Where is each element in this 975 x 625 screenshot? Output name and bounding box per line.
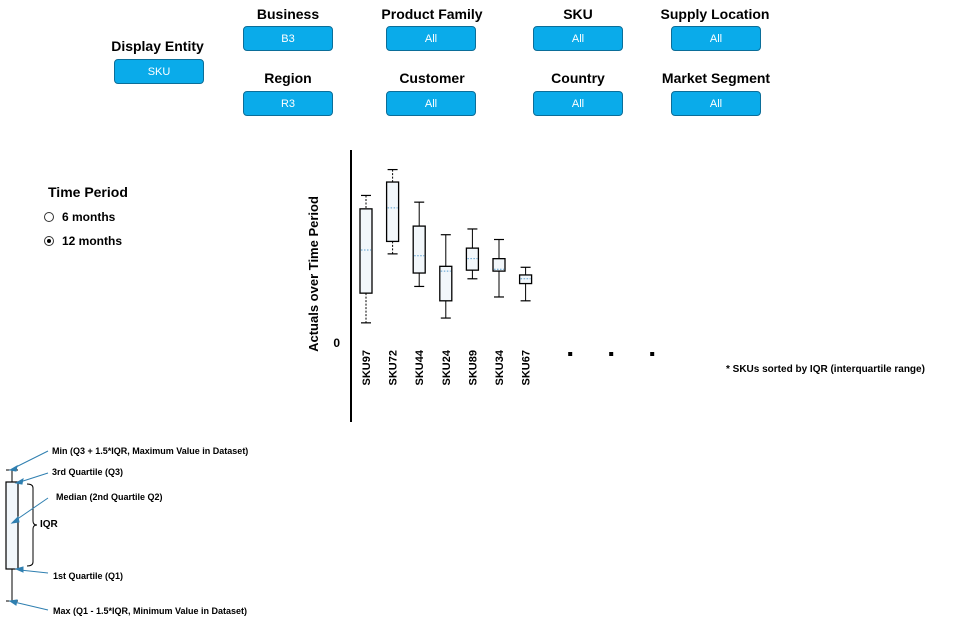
country-label: Country bbox=[551, 70, 605, 86]
box-sku34 bbox=[492, 258, 506, 272]
supply-location-button[interactable]: All bbox=[671, 26, 761, 51]
customer-button[interactable]: All bbox=[386, 91, 476, 116]
placeholder-marker bbox=[568, 352, 573, 356]
sort-note: * SKUs sorted by IQR (interquartile rang… bbox=[726, 364, 925, 375]
sku-label: SKU bbox=[563, 6, 593, 22]
x-tick-label: SKU44 bbox=[414, 349, 426, 385]
x-tick-label: SKU97 bbox=[361, 350, 373, 385]
box-sku67 bbox=[518, 274, 533, 285]
box-sku97 bbox=[359, 208, 373, 294]
region-button[interactable]: R3 bbox=[243, 91, 333, 116]
radio-6-months-circle[interactable] bbox=[44, 212, 54, 222]
display-entity-label: Display Entity bbox=[111, 38, 204, 54]
x-tick-label: SKU24 bbox=[441, 349, 453, 385]
legend-max-note: Min (Q3 + 1.5*IQR, Maximum Value in Data… bbox=[52, 446, 249, 456]
placeholder-marker bbox=[609, 352, 614, 356]
radio-12-months[interactable]: 12 months bbox=[44, 234, 122, 248]
legend-q3: 3rd Quartile (Q3) bbox=[52, 467, 124, 477]
country-button[interactable]: All bbox=[533, 91, 623, 116]
legend-diagram bbox=[5, 469, 38, 602]
legend-median: Median (2nd Quartile Q2) bbox=[56, 492, 163, 502]
market-segment-button[interactable]: All bbox=[671, 91, 761, 116]
x-tick-label: SKU67 bbox=[521, 350, 533, 385]
business-label: Business bbox=[256, 6, 320, 22]
display-entity-button[interactable]: SKU bbox=[114, 59, 204, 84]
radio-12-months-circle[interactable] bbox=[44, 236, 54, 246]
product-family-button[interactable]: All bbox=[386, 26, 476, 51]
time-period-title: Time Period bbox=[48, 184, 128, 200]
x-tick-label: SKU89 bbox=[467, 350, 479, 385]
legend-q1: 1st Quartile (Q1) bbox=[53, 571, 124, 581]
y-tick-label: 0 bbox=[333, 336, 340, 350]
placeholder-marker bbox=[650, 352, 655, 356]
business-button[interactable]: B3 bbox=[243, 26, 333, 51]
box-sku24 bbox=[439, 265, 453, 302]
legend-min-note: Max (Q1 - 1.5*IQR, Minimum Value in Data… bbox=[53, 606, 248, 616]
product-family-label: Product Family bbox=[381, 6, 483, 22]
legend-iqr: IQR bbox=[40, 519, 58, 530]
legend-pointers bbox=[8, 450, 49, 611]
radio-6-months[interactable]: 6 months bbox=[44, 210, 115, 224]
customer-label: Customer bbox=[399, 70, 465, 86]
supply-location-label: Supply Location bbox=[660, 6, 770, 22]
y-axis-label: Actuals over Time Period bbox=[306, 196, 321, 352]
market-segment-label: Market Segment bbox=[661, 70, 771, 86]
region-label: Region bbox=[264, 70, 312, 86]
x-tick-label: SKU34 bbox=[494, 349, 506, 385]
box-sku72 bbox=[385, 181, 400, 243]
box-sku44 bbox=[412, 225, 426, 274]
radio-6-months-label: 6 months bbox=[62, 210, 116, 224]
sku-button[interactable]: All bbox=[533, 26, 623, 51]
radio-12-months-label: 12 months bbox=[62, 234, 123, 248]
box-sku89 bbox=[465, 247, 480, 271]
x-tick-label: SKU72 bbox=[388, 350, 400, 385]
